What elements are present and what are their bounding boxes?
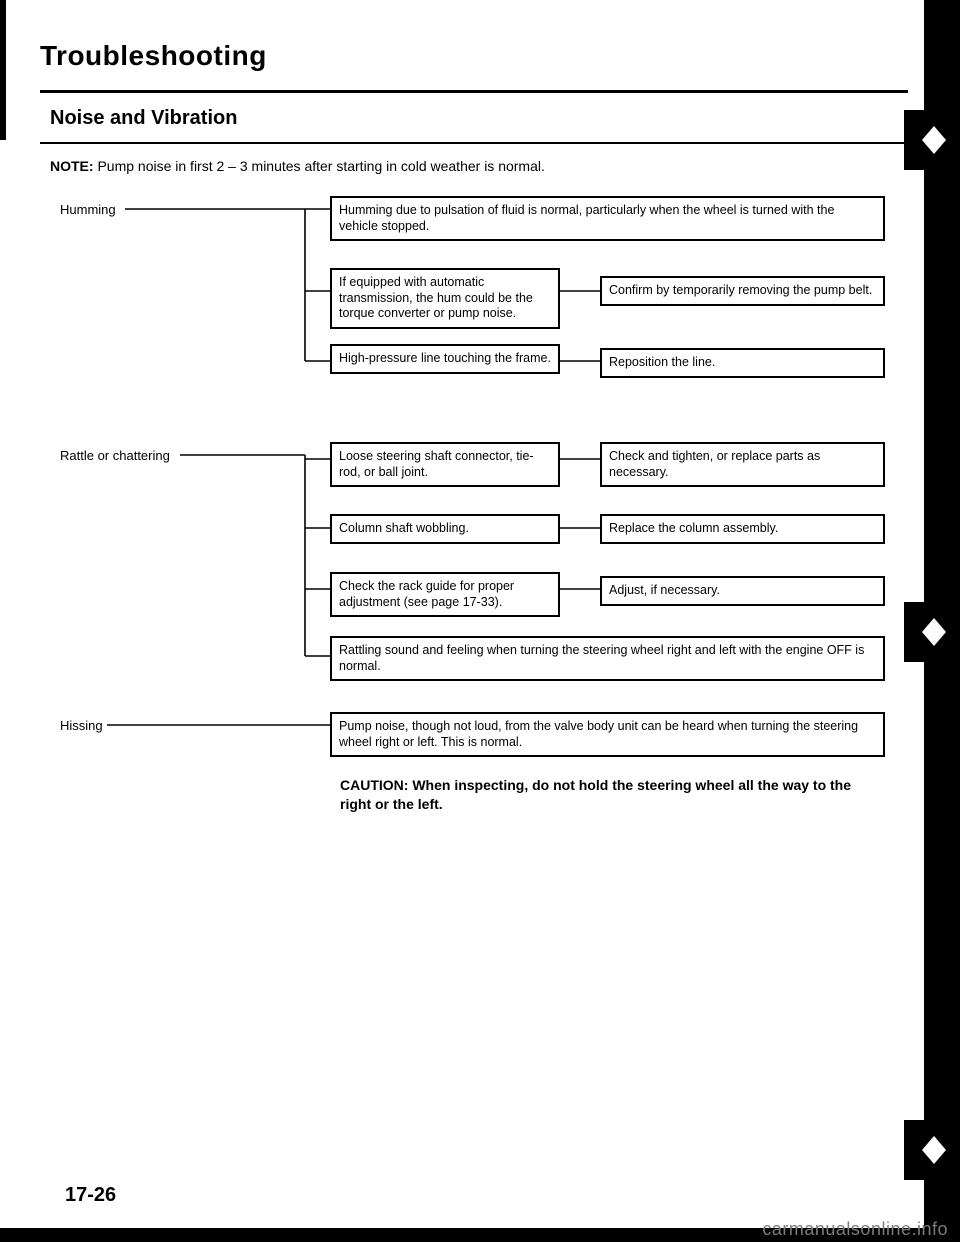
caution-label: CAUTION:	[340, 777, 408, 793]
box-humming-at-check: If equipped with automatic transmission,…	[330, 268, 560, 329]
box-rattle-normal: Rattling sound and feeling when turning …	[330, 636, 885, 681]
binder-tab-icon	[904, 602, 960, 662]
box-loose-shaft: Loose steering shaft connector, tie-rod,…	[330, 442, 560, 487]
caution-text: CAUTION: When inspecting, do not hold th…	[340, 776, 885, 814]
box-reposition-line: Reposition the line.	[600, 348, 885, 378]
page-number: 17-26	[65, 1184, 116, 1207]
flowchart: Humming Rattle or chattering Hissing Hum…	[40, 196, 908, 776]
box-humming-normal: Humming due to pulsation of fluid is nor…	[330, 196, 885, 241]
edge-decoration	[0, 0, 6, 140]
symptom-label-rattle: Rattle or chattering	[60, 448, 170, 463]
binder-tab-icon	[904, 1120, 960, 1180]
box-hissing-normal: Pump noise, though not loud, from the va…	[330, 712, 885, 757]
binder-tab-icon	[904, 110, 960, 170]
note-text: NOTE: Pump noise in first 2 – 3 minutes …	[50, 158, 908, 174]
watermark: carmanualsonline.info	[762, 1219, 948, 1240]
note-label: NOTE:	[50, 158, 94, 174]
symptom-label-humming: Humming	[60, 202, 116, 217]
box-hp-line: High-pressure line touching the frame.	[330, 344, 560, 374]
box-tighten-replace: Check and tighten, or replace parts as n…	[600, 442, 885, 487]
section-subtitle: Noise and Vibration	[50, 107, 908, 130]
rule-heavy	[40, 90, 908, 93]
box-rack-guide: Check the rack guide for proper adjustme…	[330, 572, 560, 617]
box-humming-belt-confirm: Confirm by temporarily removing the pump…	[600, 276, 885, 306]
rule-light	[40, 142, 908, 144]
caution-body: When inspecting, do not hold the steerin…	[340, 777, 851, 812]
page-title: Troubleshooting	[40, 40, 908, 72]
note-body: Pump noise in first 2 – 3 minutes after …	[97, 158, 544, 174]
box-replace-column: Replace the column assembly.	[600, 514, 885, 544]
symptom-label-hissing: Hissing	[60, 718, 103, 733]
box-adjust: Adjust, if necessary.	[600, 576, 885, 606]
box-column-wobble: Column shaft wobbling.	[330, 514, 560, 544]
